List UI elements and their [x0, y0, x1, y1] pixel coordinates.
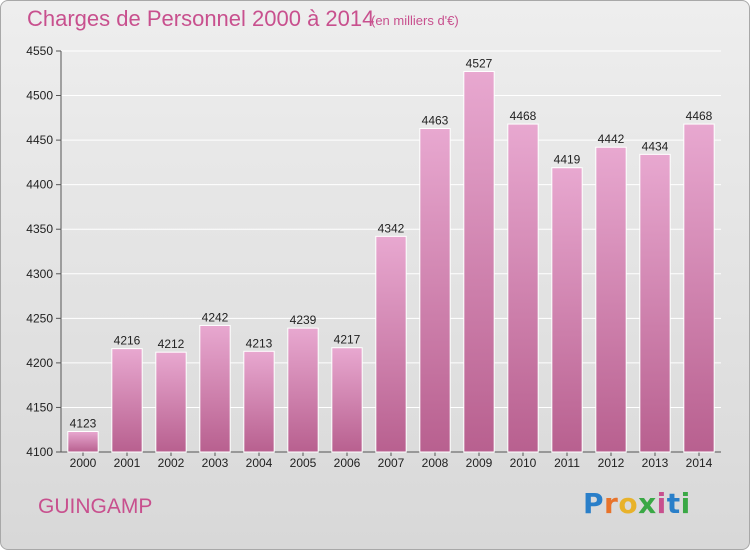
y-tick-label: 4200 — [26, 356, 53, 370]
x-tick-label: 2010 — [510, 456, 537, 470]
y-tick-label: 4250 — [26, 311, 53, 325]
x-tick-label: 2000 — [70, 456, 97, 470]
bar-2002 — [155, 351, 187, 453]
logo-letter: i — [680, 487, 691, 520]
logo-letter: P — [583, 487, 605, 520]
data-label: 4527 — [466, 56, 493, 70]
city-name: GUINGAMP — [38, 495, 153, 518]
x-tick-label: 2007 — [378, 456, 405, 470]
x-tick-label: 2014 — [686, 456, 713, 470]
data-label: 4468 — [510, 109, 537, 123]
logo-letter: i — [656, 487, 667, 520]
logo-letter: o — [618, 487, 639, 520]
data-label: 4213 — [246, 336, 273, 350]
chart-title: Charges de Personnel 2000 à 2014 — [27, 6, 375, 31]
bars — [67, 70, 715, 453]
data-label: 4463 — [422, 114, 449, 128]
x-tick-label: 2009 — [466, 456, 493, 470]
data-label: 4212 — [158, 337, 185, 351]
proxiti-logo[interactable]: Proxiti — [583, 487, 691, 520]
x-tick-label: 2002 — [158, 456, 185, 470]
data-label: 4442 — [598, 132, 625, 146]
data-label: 4419 — [554, 153, 581, 167]
labels: 4100 4150 4200 4250 4300 4350 4400 4450 4500 4550… — [26, 44, 712, 470]
x-tick-label: 2005 — [290, 456, 317, 470]
y-tick-label: 4150 — [26, 400, 53, 414]
y-tick-label: 4500 — [26, 89, 53, 103]
x-tick-label: 2001 — [114, 456, 141, 470]
logo-letter: x — [638, 487, 657, 520]
bar-2013 — [639, 153, 671, 453]
x-tick-label: 2012 — [598, 456, 625, 470]
x-tick-label: 2004 — [246, 456, 273, 470]
y-tick-label: 4100 — [26, 445, 53, 459]
y-tick-label: 4450 — [26, 133, 53, 147]
bar-2008 — [419, 128, 451, 453]
bar-2006 — [331, 347, 363, 453]
data-label: 4342 — [378, 221, 405, 235]
y-tick-label: 4550 — [26, 44, 53, 58]
bar-2000 — [67, 431, 99, 453]
x-tick-label: 2006 — [334, 456, 361, 470]
bar-2010 — [507, 123, 539, 453]
bar-2005 — [287, 327, 319, 453]
data-label: 4217 — [334, 333, 361, 347]
logo-letter: r — [604, 487, 619, 520]
bar-2003 — [199, 324, 231, 453]
x-tick-label: 2011 — [554, 456, 580, 470]
data-label: 4216 — [114, 334, 141, 348]
y-tick-label: 4400 — [26, 178, 53, 192]
bar-2014 — [683, 123, 715, 453]
chart-unit: (en milliers d'€) — [371, 13, 459, 28]
bar-2012 — [595, 146, 627, 453]
data-label: 4468 — [686, 109, 713, 123]
data-label: 4434 — [642, 139, 669, 153]
data-label: 4239 — [290, 313, 317, 327]
logo-letter: t — [666, 487, 681, 520]
data-label: 4123 — [70, 417, 97, 431]
x-tick-label: 2008 — [422, 456, 449, 470]
bar-2004 — [243, 350, 275, 453]
x-tick-label: 2003 — [202, 456, 229, 470]
data-label: 4242 — [202, 310, 229, 324]
bar-2009 — [463, 70, 495, 453]
bar-2001 — [111, 348, 143, 453]
y-tick-label: 4350 — [26, 222, 53, 236]
x-tick-label: 2013 — [642, 456, 669, 470]
bar-2007 — [375, 235, 407, 453]
y-tick-label: 4300 — [26, 267, 53, 281]
bar-2011 — [551, 167, 583, 453]
